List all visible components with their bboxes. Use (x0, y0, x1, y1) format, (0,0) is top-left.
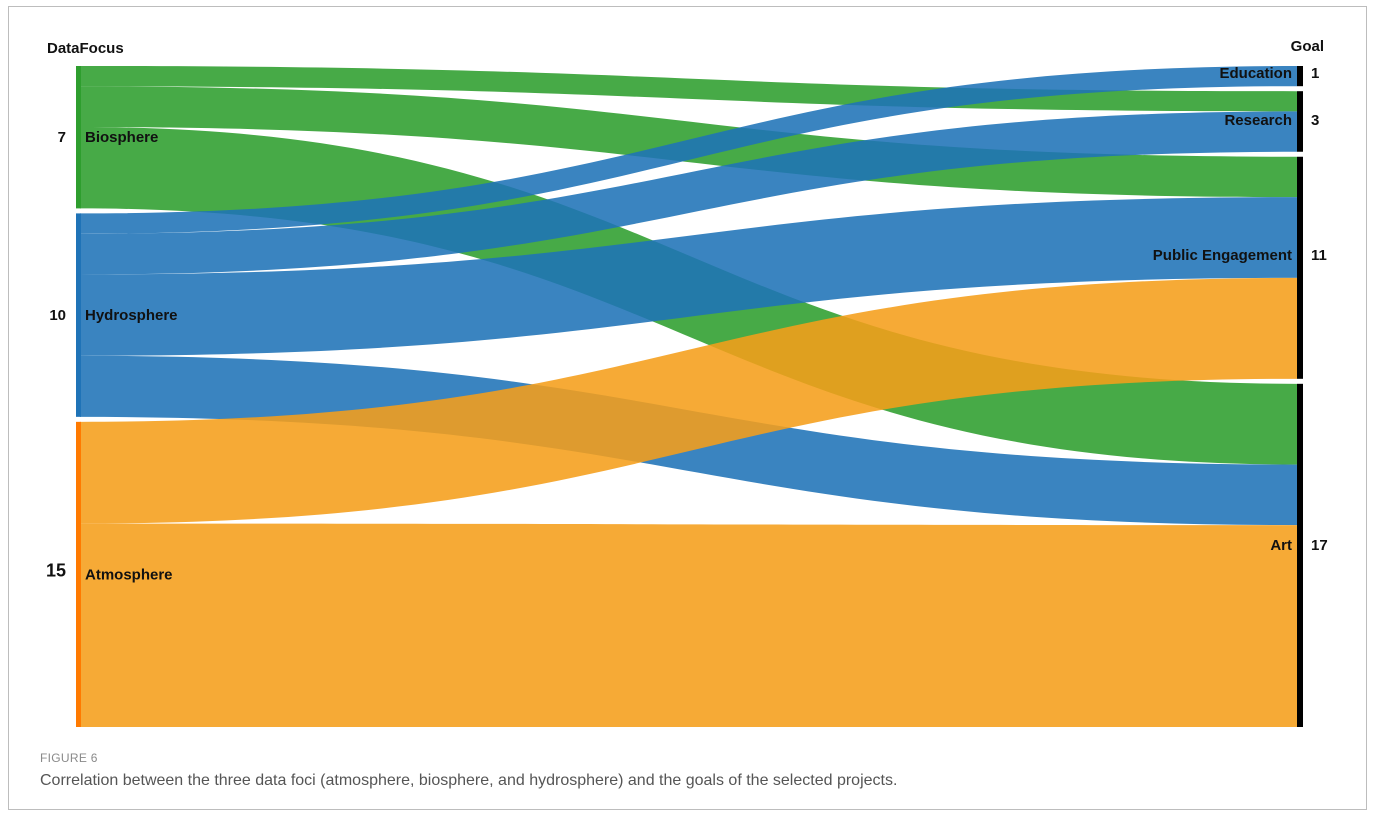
node-label-hydrosphere: Hydrosphere (85, 307, 178, 324)
node-label-education: Education (1219, 65, 1292, 82)
sankey-links (80, 66, 1297, 727)
source-header: DataFocus (47, 40, 124, 57)
node-value-biosphere: 7 (58, 129, 66, 146)
node-value-education: 1 (1311, 65, 1319, 82)
link-hydrosphere-to-education (80, 66, 1297, 234)
node-value-hydrosphere: 10 (49, 307, 66, 324)
node-value-art: 17 (1311, 537, 1328, 554)
link-hydrosphere-to-research (80, 111, 1297, 275)
node-label-research: Research (1224, 112, 1292, 129)
node-biosphere (76, 66, 81, 209)
node-label-art: Art (1270, 537, 1292, 554)
node-label-biosphere: Biosphere (85, 129, 158, 146)
node-art (1297, 383, 1303, 727)
node-public-engagement (1297, 156, 1303, 379)
node-value-public-engagement: 11 (1311, 247, 1327, 264)
target-header: Goal (1291, 38, 1324, 55)
node-research (1297, 91, 1303, 152)
link-atmosphere-to-art (80, 523, 1297, 727)
node-hydrosphere (76, 213, 81, 417)
node-label-atmosphere: Atmosphere (85, 566, 173, 583)
node-label-public-engagement: Public Engagement (1153, 247, 1292, 264)
figure-label: FIGURE 6 (40, 751, 98, 765)
node-atmosphere (76, 421, 81, 727)
link-hydrosphere-to-public-engagement (80, 197, 1297, 356)
link-atmosphere-to-public-engagement (80, 277, 1297, 524)
node-education (1297, 66, 1303, 87)
node-value-research: 3 (1311, 112, 1319, 129)
sankey-chart: Biosphere 7 Hydrosphere 10 Atmosphere 15 Educa… (46, 38, 1328, 727)
sankey-labels: Biosphere 7 Hydrosphere 10 Atmosphere 15 Educa… (46, 38, 1328, 583)
figure-caption: Correlation between the three data foci … (40, 772, 898, 789)
node-value-atmosphere: 15 (46, 560, 66, 580)
sankey-nodes (76, 66, 1303, 727)
